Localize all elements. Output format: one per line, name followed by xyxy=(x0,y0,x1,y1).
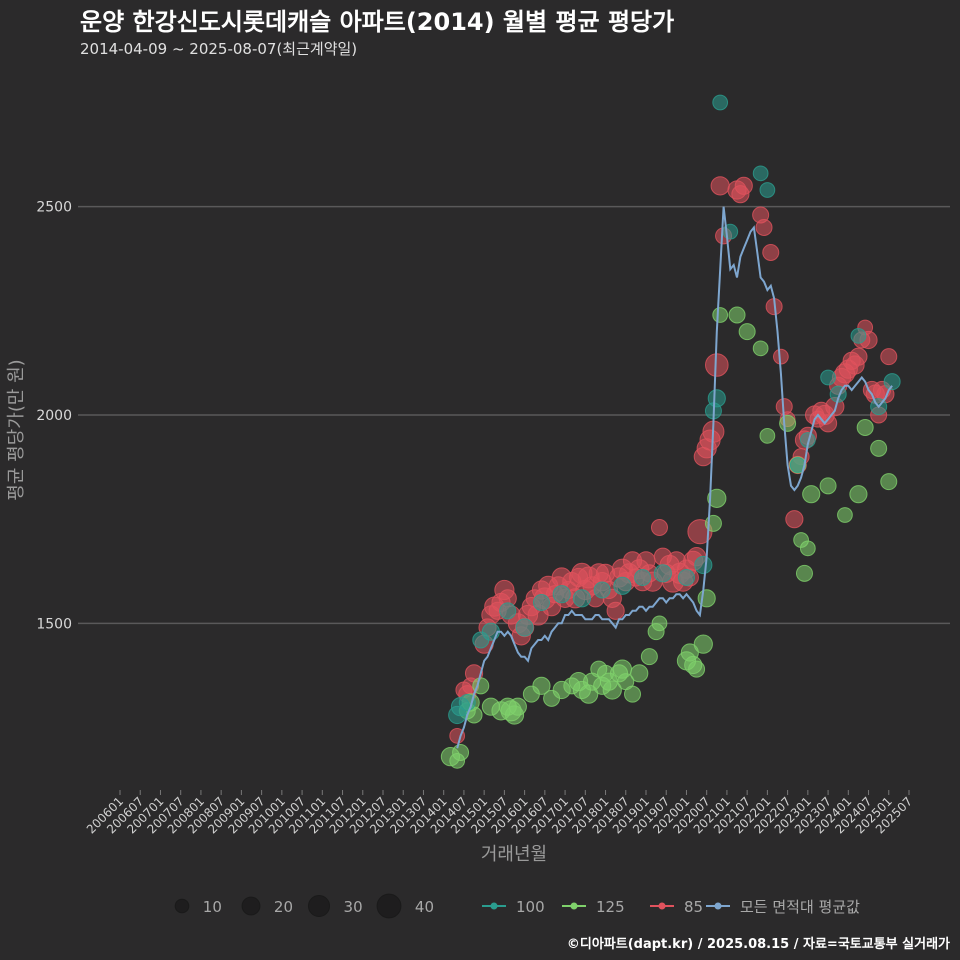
point-100 xyxy=(515,618,534,637)
point-125 xyxy=(640,648,658,666)
point-85 xyxy=(818,414,838,433)
point-100 xyxy=(532,593,550,612)
point-100 xyxy=(552,585,571,604)
footer-credit: ©디아파트(dapt.kr) / 2025.08.15 / 자료=국토교통부 실… xyxy=(566,937,950,952)
point-125 xyxy=(630,664,649,683)
point-125 xyxy=(651,615,668,632)
y-tick-label: 1500 xyxy=(36,616,72,632)
series-legend-dot xyxy=(490,902,498,910)
point-85 xyxy=(606,601,625,620)
point-100 xyxy=(634,568,652,587)
point-100 xyxy=(707,389,726,408)
point-100 xyxy=(752,165,769,182)
point-100 xyxy=(653,564,672,583)
point-100 xyxy=(499,602,517,620)
point-125 xyxy=(799,540,816,557)
x-axis-label: 거래년월 xyxy=(481,844,547,865)
size-legend-label: 10 xyxy=(203,898,222,916)
point-125 xyxy=(452,743,470,762)
size-legend-dot xyxy=(241,896,261,916)
y-tick-label: 2000 xyxy=(36,408,72,424)
point-125 xyxy=(624,685,642,703)
point-125 xyxy=(508,697,527,716)
point-100 xyxy=(850,327,867,344)
chart-title: 운양 한강신도시롯데캐슬 아파트(2014) 월별 평균 평당가 xyxy=(80,8,675,36)
point-85 xyxy=(762,243,780,262)
size-legend-dot xyxy=(307,894,331,918)
point-125 xyxy=(752,340,769,357)
point-125 xyxy=(707,488,727,508)
point-125 xyxy=(795,564,813,582)
point-85 xyxy=(710,176,730,196)
size-legend-dot xyxy=(376,893,402,919)
series-legend-label: 100 xyxy=(516,898,545,916)
point-100 xyxy=(712,94,729,111)
point-125 xyxy=(602,680,622,700)
point-100 xyxy=(759,182,776,198)
point-125 xyxy=(802,485,821,504)
y-axis-ticks: 1500 2000 2500 xyxy=(36,200,72,633)
point-125 xyxy=(837,507,853,523)
point-125 xyxy=(870,439,888,457)
series-legend-label: 125 xyxy=(596,898,625,916)
point-100 xyxy=(820,369,836,386)
point-125 xyxy=(712,307,729,323)
point-100 xyxy=(613,576,632,595)
average-line xyxy=(456,206,893,749)
chart-subtitle: 2014-04-09 ~ 2025-08-07(최근계약일) xyxy=(80,40,358,58)
point-85 xyxy=(755,218,773,237)
series-legend-dot xyxy=(714,902,722,910)
average-line-layer xyxy=(456,206,893,749)
point-125 xyxy=(693,634,713,654)
series-legend-dot xyxy=(658,902,666,910)
size-legend-label: 40 xyxy=(415,898,434,916)
point-125 xyxy=(688,660,706,678)
x-axis-ticks: 2006012006072007012007072008012008072009… xyxy=(84,790,915,837)
size-legend-label: 20 xyxy=(274,898,293,916)
point-100 xyxy=(694,555,713,575)
point-125 xyxy=(856,418,874,437)
point-85 xyxy=(449,727,466,744)
point-125 xyxy=(849,485,868,504)
scatter-points xyxy=(440,94,901,769)
point-100 xyxy=(572,589,592,608)
point-125 xyxy=(779,414,797,432)
point-100 xyxy=(677,568,695,587)
series-legend: 100 125 85 모든 면적대 평균값 xyxy=(482,898,860,916)
point-125 xyxy=(738,323,756,341)
point-85 xyxy=(880,348,898,366)
point-85 xyxy=(734,176,753,195)
series-legend-label: 모든 면적대 평균값 xyxy=(740,898,860,916)
series-legend-dot xyxy=(570,902,578,910)
point-100 xyxy=(883,373,901,391)
point-85 xyxy=(849,347,868,366)
point-125 xyxy=(819,477,837,495)
y-axis-label: 평균 평당가(만 원) xyxy=(6,359,27,500)
point-85 xyxy=(650,518,668,537)
point-125 xyxy=(728,306,746,324)
point-125 xyxy=(532,676,551,695)
size-legend-label: 30 xyxy=(344,898,363,916)
point-100 xyxy=(593,581,611,599)
size-legend-dot xyxy=(174,898,190,914)
point-125 xyxy=(880,473,898,491)
y-tick-label: 2500 xyxy=(36,200,72,216)
size-legend: 10 20 30 40 xyxy=(174,893,434,919)
series-legend-label: 85 xyxy=(684,898,703,916)
point-85 xyxy=(785,510,804,529)
point-125 xyxy=(759,427,776,444)
